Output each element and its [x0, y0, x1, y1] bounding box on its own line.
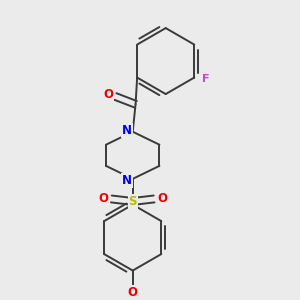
- Text: N: N: [122, 174, 132, 187]
- Text: O: O: [103, 88, 113, 101]
- Text: O: O: [128, 286, 138, 299]
- Text: N: N: [122, 124, 132, 137]
- Text: F: F: [202, 74, 210, 84]
- Text: O: O: [157, 191, 167, 205]
- Text: S: S: [128, 195, 137, 208]
- Text: O: O: [98, 191, 108, 205]
